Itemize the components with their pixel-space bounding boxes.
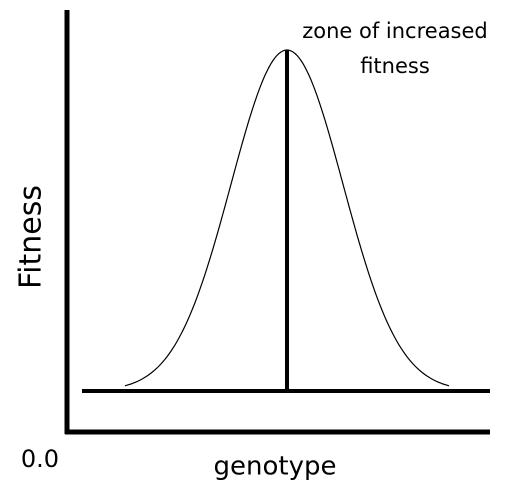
x-axis-label: genotype: [214, 452, 337, 482]
y-axis-label: Fitness: [14, 185, 49, 289]
annotation: zone of increased: [302, 19, 488, 43]
origin-label: 0.0: [21, 445, 59, 473]
annotation: fitness: [360, 54, 430, 78]
